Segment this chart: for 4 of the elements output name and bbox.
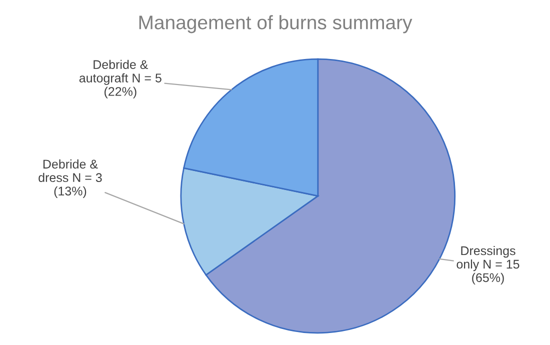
slice-label: Debride & autograft N = 5 (22%) bbox=[79, 60, 162, 98]
slice-label: Debride & dress N = 3 (13%) bbox=[38, 159, 102, 198]
slice-label: Dressings only N = 15 (65%) bbox=[456, 246, 520, 285]
chart-title: Management of burns summary bbox=[139, 15, 412, 34]
